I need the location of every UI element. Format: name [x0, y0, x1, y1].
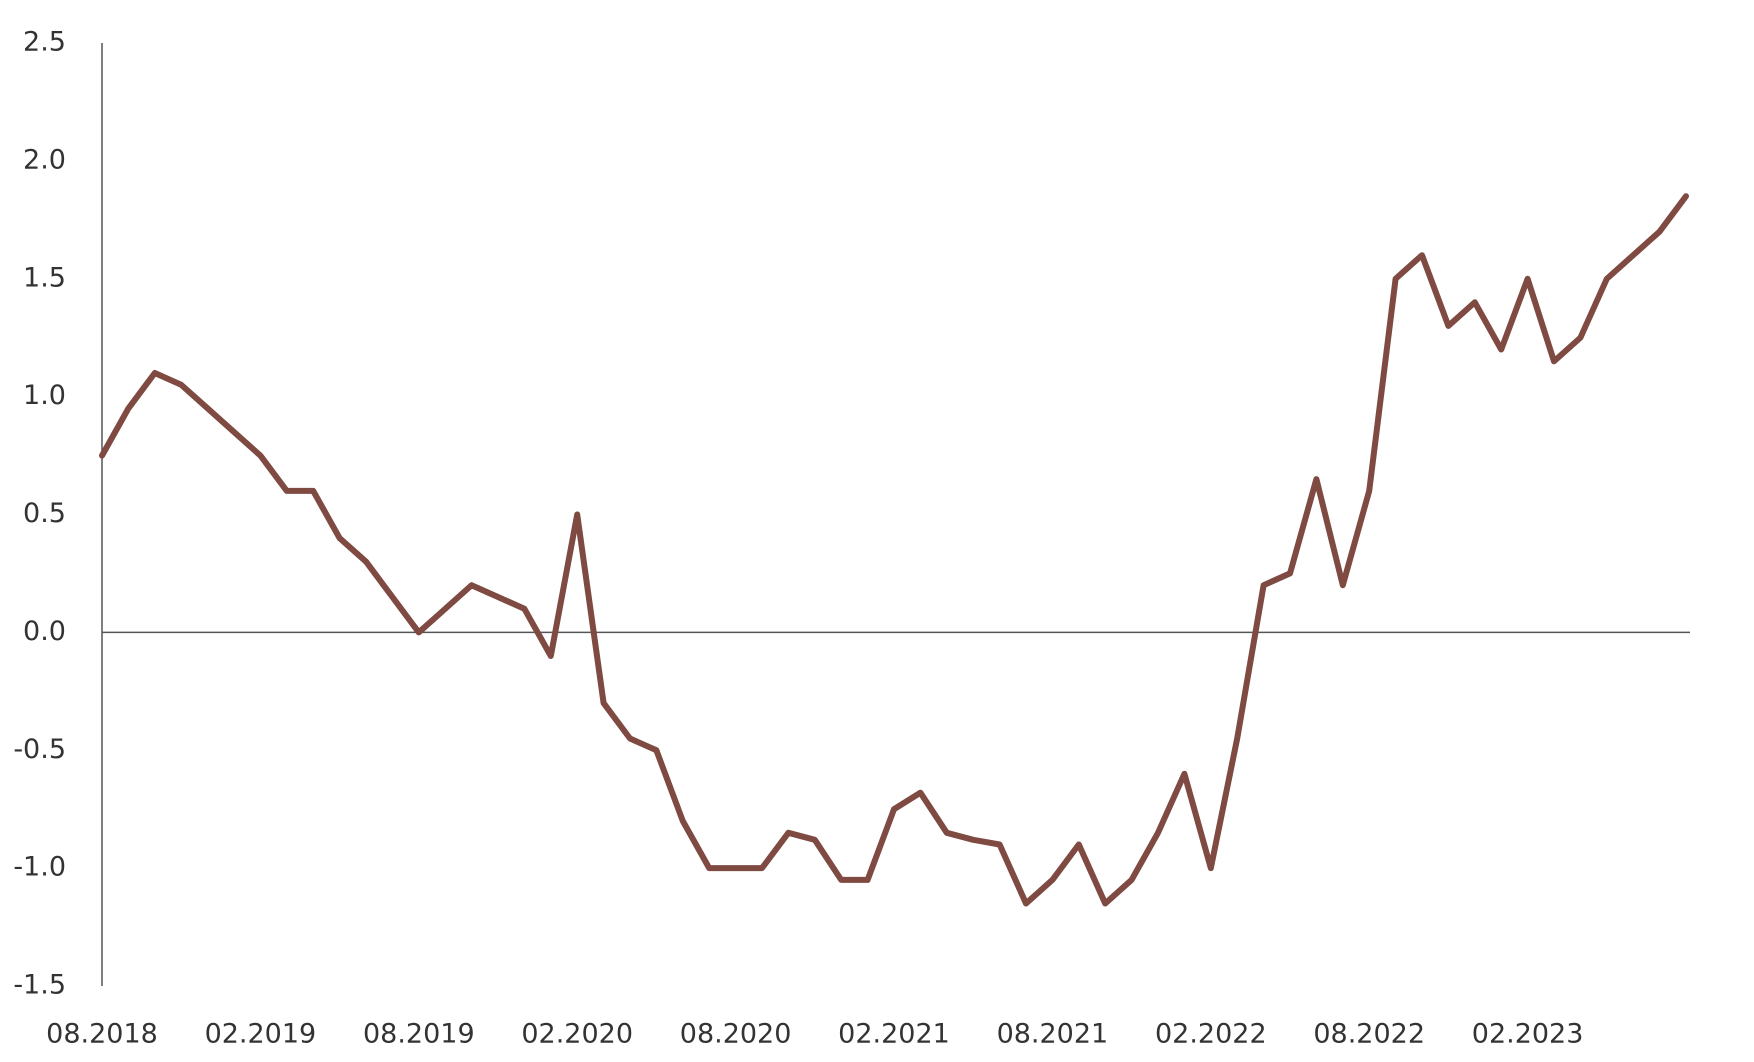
x-tick-label: 08.2022: [1313, 1019, 1425, 1050]
x-tick-label: 08.2018: [46, 1019, 158, 1050]
x-tick-label: 02.2023: [1472, 1019, 1584, 1050]
x-tick-label: 02.2021: [838, 1019, 950, 1050]
x-tick-label: 02.2019: [205, 1019, 317, 1050]
y-tick-label: 2.0: [23, 144, 66, 175]
y-tick-label: 2.5: [23, 27, 66, 58]
y-tick-label: 1.5: [23, 262, 66, 293]
y-tick-label: 0.5: [23, 498, 66, 529]
x-tick-label: 02.2020: [521, 1019, 633, 1050]
x-tick-label: 08.2021: [997, 1019, 1109, 1050]
series-line: [99, 193, 1689, 907]
x-tick-label: 08.2020: [680, 1019, 792, 1050]
y-tick-label: 1.0: [23, 380, 66, 411]
x-tick-label: 02.2022: [1155, 1019, 1267, 1050]
x-tick-label: 08.2019: [363, 1019, 475, 1050]
y-tick-label: -0.5: [13, 734, 66, 765]
y-tick-label: 0.0: [23, 616, 66, 647]
y-tick-label: -1.0: [13, 852, 66, 883]
y-tick-label: -1.5: [13, 970, 66, 1001]
